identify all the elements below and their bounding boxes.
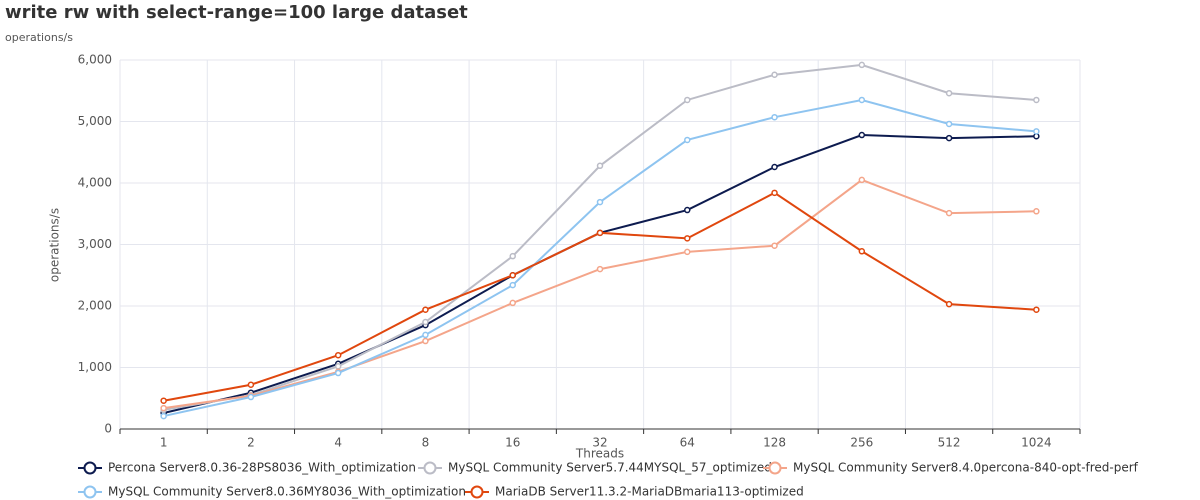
data-point (1033, 96, 1040, 104)
data-point (509, 299, 516, 307)
chart-subtitle: operations/s (5, 31, 73, 44)
data-point (160, 404, 167, 412)
x-tick-label: 1 (160, 436, 168, 450)
data-point (945, 300, 953, 308)
data-point (596, 265, 604, 273)
data-point (771, 113, 778, 121)
data-point (1033, 208, 1040, 215)
y-tick-label: 4,000 (78, 176, 112, 190)
data-point (684, 96, 691, 104)
legend-label: MariaDB Server11.3.2-MariaDBmaria113-opt… (495, 485, 804, 499)
data-point (334, 351, 342, 359)
data-point (945, 134, 953, 142)
data-point (771, 163, 778, 171)
data-point (247, 381, 255, 388)
data-point (596, 162, 604, 170)
y-tick-label: 2,000 (78, 299, 112, 313)
data-point (596, 198, 604, 206)
x-axis-label: Threads (575, 447, 624, 461)
y-axis-label: operations/s (48, 208, 62, 282)
x-tick-label: 1024 (1021, 436, 1052, 450)
data-point (422, 331, 429, 339)
data-point (858, 61, 866, 69)
y-tick-label: 0 (104, 422, 112, 436)
data-point (684, 206, 691, 214)
legend-label: MySQL Community Server8.4.0percona-840-o… (793, 461, 1139, 475)
x-tick-label: 256 (850, 436, 873, 450)
legend-marker (83, 485, 97, 499)
data-point (858, 248, 866, 255)
legend-label: MySQL Community Server8.0.36MY8036_With_… (108, 485, 466, 499)
data-point (334, 369, 342, 377)
data-point (334, 363, 342, 370)
data-point (858, 131, 866, 139)
y-tick-label: 1,000 (78, 360, 112, 374)
data-point (684, 235, 691, 242)
data-point (771, 189, 778, 197)
x-tick-label: 8 (422, 436, 430, 450)
data-point (422, 306, 429, 313)
data-point (160, 412, 167, 420)
chart-title: write rw with select-range=100 large dat… (5, 2, 468, 23)
x-tick-label: 64 (680, 436, 695, 450)
data-point (684, 136, 691, 144)
data-point (509, 281, 516, 289)
data-point (858, 96, 866, 104)
data-point (1033, 306, 1040, 313)
data-point (1033, 128, 1040, 135)
legend-label: MySQL Community Server5.7.44MYSQL_57_opt… (448, 461, 772, 475)
data-point (160, 397, 167, 404)
data-point (771, 242, 778, 249)
x-tick-label: 32 (592, 436, 607, 450)
data-point (509, 252, 516, 260)
data-point (945, 120, 953, 128)
data-point (945, 89, 953, 97)
data-point (422, 318, 429, 326)
y-tick-label: 6,000 (78, 53, 112, 67)
data-point (247, 393, 255, 401)
y-tick-label: 3,000 (78, 237, 112, 251)
data-point (422, 337, 429, 345)
data-point (596, 229, 604, 237)
data-point (858, 176, 866, 184)
x-tick-label: 16 (505, 436, 520, 450)
legend-marker (423, 461, 437, 475)
legend-marker (83, 461, 97, 475)
x-tick-label: 4 (334, 436, 342, 450)
y-tick-label: 5,000 (78, 114, 112, 128)
legend-marker (470, 485, 484, 499)
x-tick-label: 2 (247, 436, 255, 450)
data-point (771, 71, 778, 79)
data-point (509, 272, 516, 279)
legend-marker (768, 461, 782, 475)
x-tick-label: 128 (763, 436, 786, 450)
data-point (945, 209, 953, 217)
x-tick-label: 512 (938, 436, 961, 450)
data-point (684, 248, 691, 256)
legend-label: Percona Server8.0.36-28PS8036_With_optim… (108, 461, 416, 475)
